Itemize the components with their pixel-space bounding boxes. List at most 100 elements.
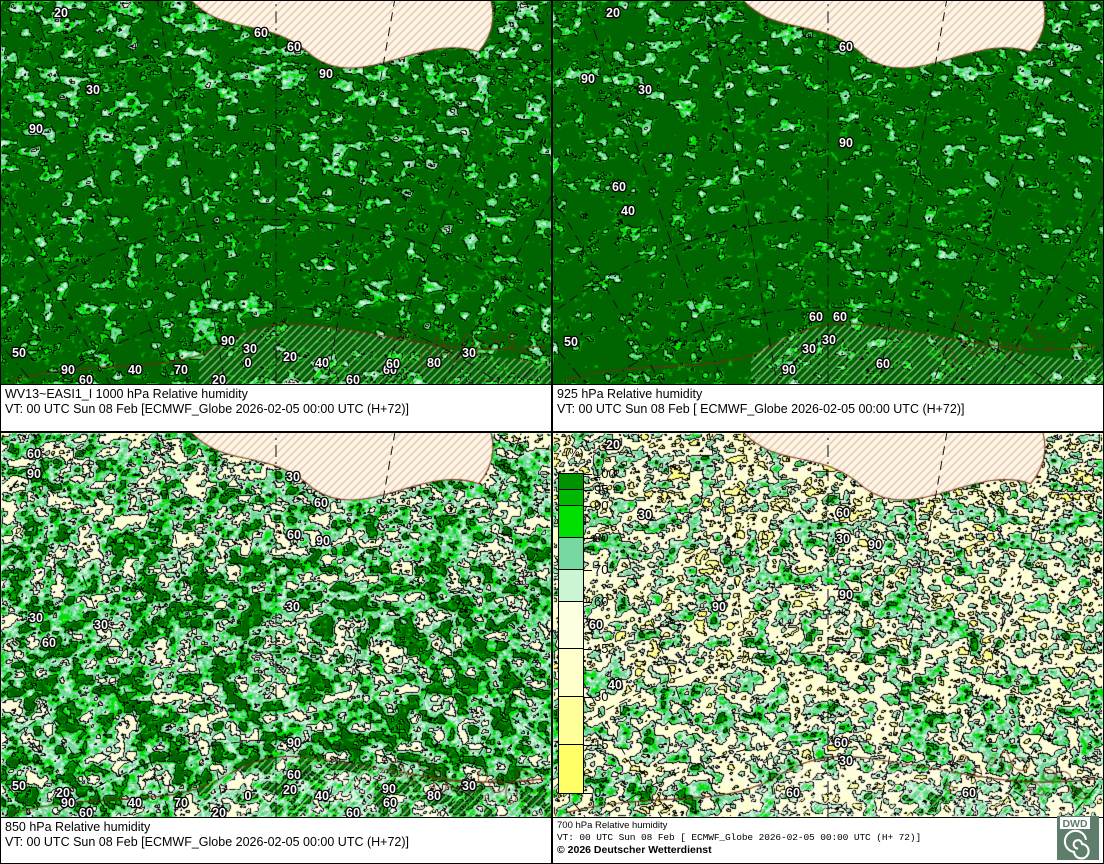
colorbar-band [559,489,583,506]
graticule-label: 30 [29,611,43,625]
map-overlay-700hpa: 20 30 90 60 40 60 30 90 90 60 30 60 60 [553,433,1103,817]
meridian-line [326,1,396,384]
colorbar-tick-label: 95 [594,481,609,497]
graticule-label: 20 [54,6,68,20]
meridian-line [517,777,551,817]
panel-title: 850 hPa Relative humidity [5,820,151,834]
meridian-line [553,629,662,817]
colorbar-band [559,697,583,746]
graticule-label: 80 [427,356,441,370]
parallel-line [553,218,1103,314]
meridian-line [1,629,110,817]
colorbar-swatches [558,473,584,794]
graticule-label: 30 [94,618,108,632]
meridian-line [1069,343,1103,384]
parallel-line [1,651,551,746]
colorbar-tick-label: 45 [594,641,609,657]
contour-label: 60 [809,310,823,324]
panel-925hpa: 20 30 90 40 50 60 90 60 60 60 30 30 60 90 925 hPa Rel… [552,0,1104,432]
contour-label: 60 [254,26,268,40]
contour-label: 60 [287,40,301,54]
graticule-label: 60 [42,636,56,650]
graticule-label: 40 [128,363,142,377]
map-canvas-1000hpa[interactable]: 20 30 90 50 90 60 40 70 20 0 20 40 60 80 60 30 60 60 90 90 3… [0,0,552,385]
colorbar-tick-mark [583,697,592,699]
graticule-label: 50 [12,346,26,360]
meridian-line [708,1,778,384]
contour-label: 90 [839,588,853,602]
contour-label: 30 [243,342,257,356]
panel-title: 925 hPa Relative humidity [557,387,703,401]
graticule-label: 0 [245,789,252,803]
meridian-line [932,433,1074,817]
graticule-label: 70 [174,363,188,377]
graticule-label: 30 [86,83,100,97]
panel-700hpa: 20 30 90 60 40 60 30 90 90 60 30 60 60 700 hPa Relat… [552,432,1104,864]
map-canvas-925hpa[interactable]: 20 30 90 40 50 60 90 60 60 60 30 30 60 90 [552,0,1104,385]
parallel-line [1,218,551,314]
contour-label: 30 [836,532,850,546]
map-canvas-700hpa[interactable]: 20 30 90 60 40 60 30 90 90 60 30 60 60 [552,432,1104,818]
contour-label: 30 [822,333,836,347]
colorbar-band [559,569,583,602]
contour-label: 90 [839,136,853,150]
graticule-label: 60 [79,806,93,817]
contour-label: 90 [319,67,333,81]
contour-label: 60 [834,736,848,750]
contour-label: 60 [287,528,301,542]
colorbar-tick-label: 0 [594,785,602,800]
colorbar-band [559,537,583,570]
meridian-line [553,343,587,384]
graticule-label: 20 [606,6,620,20]
contour-label: 60 [287,768,301,782]
graticule-label: 20 [212,806,226,817]
graticule-label: 0 [245,356,252,370]
graticule-label: 60 [383,363,397,377]
graticule-label: 60 [346,373,360,384]
graticule-label: 90 [27,467,41,481]
colorbar-tick-mark [583,793,592,794]
meridian-line [993,195,1103,384]
graticule-label: 20 [283,783,297,797]
graticule-label: 30 [462,346,476,360]
graticule-label: 40 [315,789,329,803]
graticule-label: 40 [621,204,635,218]
contour-label: 90 [316,534,330,548]
contour-label: 60 [786,786,800,800]
panel-title: 700 hPa Relative humidity [557,820,668,831]
graticule-label: 60 [79,373,93,384]
colorbar-tick-mark [583,601,592,603]
graticule-label: 90 [29,122,43,136]
graticule-label: 40 [608,678,622,692]
meridian-line [1,343,35,384]
colorbar-tick-label: 70 [594,561,609,577]
contour-label: 60 [386,357,400,371]
colorbar-tick-mark [583,569,592,571]
contour-label: 90 [868,538,882,552]
meridian-line [553,195,663,384]
panel-validity: VT: 00 UTC Sun 08 Feb [ ECMWF_Globe 2026… [557,832,922,843]
contour-label: 60 [612,180,626,194]
graticule-label: 30 [638,83,652,97]
panel-850hpa: 60 90 30 30 60 20 50 90 60 40 70 20 0 20 40 60 80 60 30 30 6… [0,432,552,864]
panel-validity: VT: 00 UTC Sun 08 Feb [ ECMWF_Globe 2026… [557,402,965,416]
meridian-line [932,1,1074,384]
graticule-label: 20 [212,373,226,384]
graticule-label: 90 [712,600,726,614]
caption-700hpa: 700 hPa Relative humidity VT: 00 UTC Sun… [552,816,1104,864]
meridian-line [878,1,948,384]
meridian-line [878,433,948,817]
colorbar-tick-mark [583,489,592,491]
graticule-label: 20 [56,786,70,800]
contour-label: 60 [314,496,328,510]
contour-label: 90 [287,736,301,750]
graticule-label: 20 [606,438,620,452]
colorbar-tick-label: 30 [594,689,609,705]
panel-1000hpa: 20 30 90 50 90 60 40 70 20 0 20 40 60 80 60 30 60 60 90 90 3… [0,0,552,432]
colorbar-band [559,474,583,490]
panel-validity: VT: 00 UTC Sun 08 Feb [ECMWF_Globe 2026-… [5,402,409,416]
map-canvas-850hpa[interactable]: 60 90 30 30 60 20 50 90 60 40 70 20 0 20 40 60 80 60 30 30 6… [0,432,552,818]
meridian-line [156,433,226,817]
